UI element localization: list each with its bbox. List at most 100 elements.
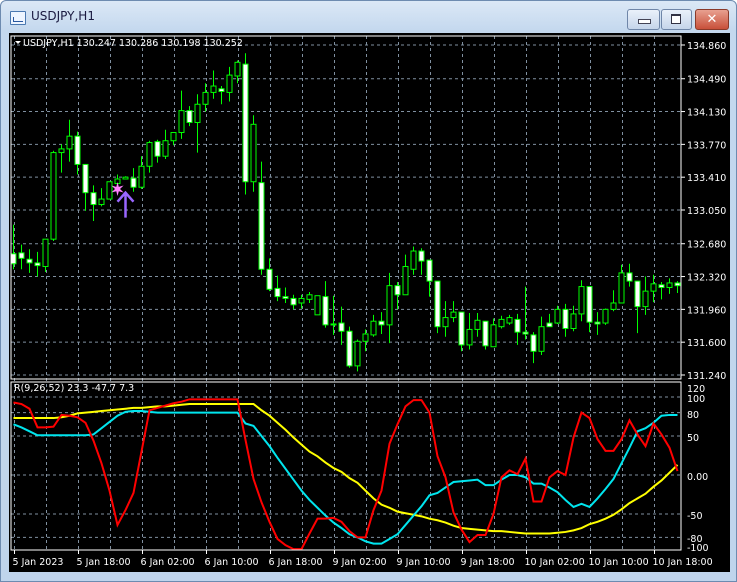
- bull-candle: [50, 152, 57, 240]
- indicator-axis-label: 120: [687, 384, 705, 395]
- title-bar[interactable]: USDJPY,H1 ✕: [1, 1, 736, 31]
- bull-candle: [450, 311, 457, 319]
- price-axis-label: 131.600: [687, 338, 726, 349]
- bull-candle: [178, 110, 185, 134]
- indicator-axis-label: 50: [687, 433, 699, 444]
- bull-candle: [98, 198, 105, 206]
- time-axis-label: 9 Jan 10:00: [397, 557, 451, 568]
- price-axis-label: 132.680: [687, 240, 726, 251]
- indicator-axis-label: 80: [687, 410, 699, 421]
- window-title: USDJPY,H1: [31, 9, 95, 23]
- bull-candle: [402, 266, 409, 296]
- bull-candle: [314, 295, 321, 316]
- bull-candle: [538, 326, 545, 352]
- chart-canvas[interactable]: 134.860 134.490 134.130 133.770 133.410 133.0…: [9, 33, 730, 572]
- bull-candle: [146, 142, 153, 167]
- bull-candle: [370, 320, 377, 336]
- time-axis-label: 10 Jan 02:00: [525, 557, 585, 568]
- indicator-fast-line: [13, 398, 679, 551]
- bear-candle: [338, 322, 345, 332]
- indicator-header: R(9,26,52) 23.3 -47.7 7.3: [14, 383, 134, 394]
- bear-candle: [378, 320, 385, 326]
- time-axis-label: 10 Jan 10:00: [589, 557, 649, 568]
- time-axis-label: 6 Jan 18:00: [269, 557, 323, 568]
- chart-menu-triangle-icon[interactable]: [15, 41, 21, 44]
- bull-candle: [554, 308, 561, 324]
- price-axis-label: 133.050: [687, 206, 726, 217]
- bear-candle: [482, 320, 489, 347]
- time-axis-label: 10 Jan 18:00: [653, 557, 713, 568]
- bull-candle: [202, 91, 209, 105]
- bull-candle: [650, 283, 657, 292]
- bull-candle: [58, 148, 65, 154]
- bear-candle: [130, 177, 137, 188]
- bull-candle: [474, 319, 481, 330]
- bull-candle: [642, 290, 649, 308]
- indicator-slow-line: [13, 403, 679, 535]
- bull-candle: [306, 294, 313, 300]
- bear-candle: [514, 318, 521, 333]
- bear-candle: [34, 262, 41, 267]
- price-axis-label: 134.860: [687, 41, 726, 52]
- bull-candle: [234, 61, 241, 77]
- price-axis-label: 134.130: [687, 108, 726, 119]
- bull-candle: [570, 313, 577, 330]
- price-pane-frame: [10, 35, 682, 380]
- bear-candle: [426, 259, 433, 282]
- close-button[interactable]: ✕: [695, 9, 729, 30]
- bear-candle: [346, 330, 353, 367]
- price-axis-label: 131.240: [687, 371, 726, 382]
- bull-candle: [466, 328, 473, 346]
- indicator-axis-label: -100: [687, 543, 709, 554]
- bear-candle: [530, 334, 537, 352]
- price-chart[interactable]: 134.860 134.490 134.130 133.770 133.410 133.0…: [9, 33, 730, 572]
- bull-candle: [170, 132, 177, 142]
- bear-candle: [26, 258, 33, 264]
- price-axis-label: 134.490: [687, 75, 726, 86]
- price-axis-label: 131.960: [687, 305, 726, 316]
- signal-star-icon: [111, 182, 124, 196]
- bull-candle: [442, 317, 449, 328]
- bull-candle: [42, 238, 49, 268]
- bull-candle: [354, 340, 361, 367]
- bear-candle: [186, 110, 193, 123]
- bull-candle: [66, 135, 73, 150]
- indicator-mid-line: [13, 410, 678, 545]
- bull-candle: [162, 140, 169, 157]
- bear-candle: [634, 280, 641, 308]
- bear-candle: [258, 182, 265, 270]
- bear-candle: [242, 63, 249, 183]
- bear-candle: [458, 311, 465, 346]
- bear-candle: [658, 284, 665, 288]
- time-axis-label: 6 Jan 10:00: [205, 557, 259, 568]
- time-axis-label: 5 Jan 18:00: [77, 557, 131, 568]
- bear-candle: [418, 250, 425, 262]
- bear-candle: [74, 135, 81, 165]
- bull-candle: [618, 272, 625, 304]
- indicator-axis-label: 0.00: [687, 472, 708, 483]
- bull-candle: [194, 103, 201, 123]
- price-axis-label: 133.410: [687, 173, 726, 184]
- bear-candle: [218, 88, 225, 92]
- bear-candle: [434, 280, 441, 328]
- bear-candle: [18, 252, 25, 259]
- bear-candle: [562, 308, 569, 330]
- maximize-button[interactable]: [661, 9, 692, 30]
- bear-candle: [322, 296, 329, 326]
- bear-candle: [274, 287, 281, 298]
- bear-candle: [90, 192, 97, 206]
- bull-candle: [298, 297, 305, 304]
- bull-candle: [210, 85, 217, 93]
- bear-candle: [82, 163, 89, 194]
- bull-candle: [506, 317, 513, 324]
- bull-candle: [578, 286, 585, 315]
- bull-candle: [122, 176, 129, 180]
- bear-candle: [594, 321, 601, 325]
- bull-candle: [250, 123, 257, 183]
- bull-candle: [138, 165, 145, 188]
- bear-candle: [586, 286, 593, 323]
- bull-candle: [666, 282, 673, 288]
- minimize-button[interactable]: [627, 9, 660, 30]
- bear-candle: [290, 297, 297, 306]
